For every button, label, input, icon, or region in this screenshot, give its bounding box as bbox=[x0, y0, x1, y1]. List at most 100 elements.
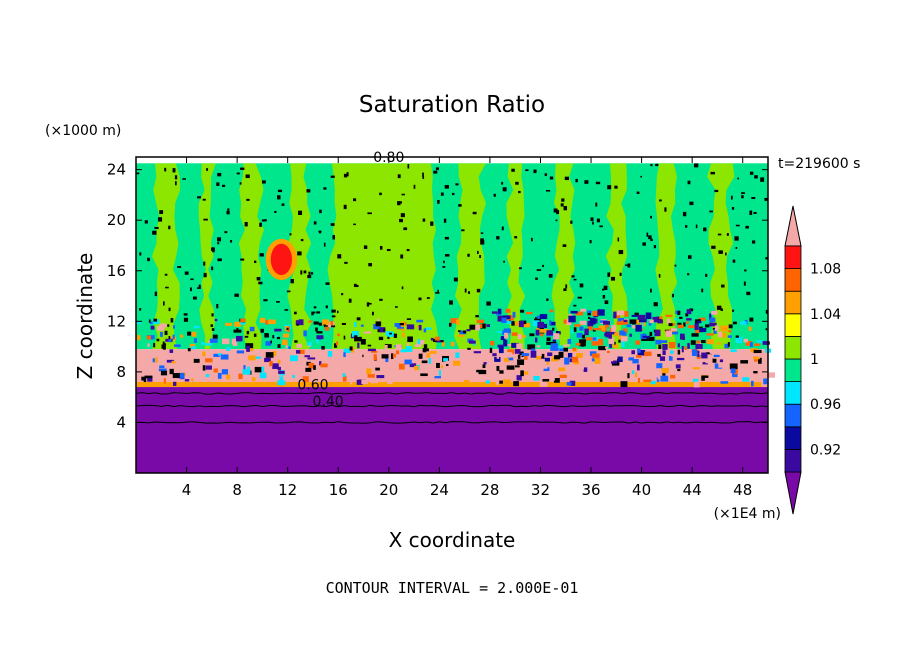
texture-speck bbox=[662, 344, 668, 350]
texture-speck bbox=[535, 317, 539, 320]
texture-speck bbox=[614, 314, 621, 319]
texture-speck bbox=[473, 351, 481, 354]
region-boundary-transition bbox=[136, 381, 768, 388]
texture-speck bbox=[406, 324, 415, 330]
texture-speck bbox=[423, 328, 427, 333]
x-tick-label: 36 bbox=[581, 481, 600, 499]
texture-speck bbox=[395, 350, 400, 355]
texture-speck bbox=[456, 319, 460, 325]
texture-speck bbox=[394, 306, 398, 308]
texture-speck bbox=[537, 321, 545, 329]
texture-speck bbox=[152, 358, 155, 363]
texture-speck bbox=[461, 229, 465, 232]
texture-speck bbox=[375, 321, 382, 327]
texture-speck bbox=[629, 333, 632, 337]
texture-speck bbox=[221, 338, 230, 345]
texture-speck bbox=[753, 349, 762, 354]
texture-speck bbox=[515, 365, 520, 368]
texture-speck bbox=[764, 197, 769, 201]
texture-speck bbox=[469, 340, 476, 344]
texture-speck bbox=[558, 345, 564, 349]
texture-speck bbox=[337, 333, 341, 337]
texture-speck bbox=[616, 310, 625, 316]
texture-speck bbox=[589, 317, 596, 325]
texture-speck bbox=[614, 185, 618, 189]
texture-speck bbox=[677, 343, 680, 348]
texture-speck bbox=[425, 327, 432, 330]
texture-speck bbox=[307, 357, 316, 360]
contour-line bbox=[135, 404, 769, 408]
texture-speck bbox=[450, 318, 458, 324]
texture-speck bbox=[286, 290, 291, 293]
texture-speck bbox=[205, 343, 213, 346]
texture-speck bbox=[688, 255, 692, 259]
texture-speck bbox=[722, 332, 727, 338]
texture-speck bbox=[226, 346, 231, 351]
texture-speck bbox=[184, 271, 189, 275]
texture-speck bbox=[463, 379, 470, 383]
texture-speck bbox=[477, 250, 479, 254]
colorbar: 0.92 0.96 1 1.04 1.08 bbox=[784, 205, 841, 515]
texture-speck bbox=[668, 355, 673, 361]
contour-label: 0.60 bbox=[297, 378, 328, 394]
texture-speck bbox=[319, 209, 322, 214]
texture-speck bbox=[529, 333, 535, 337]
colorbar-bin bbox=[784, 290, 802, 315]
texture-speck bbox=[200, 342, 206, 345]
x-tick-label: 8 bbox=[232, 481, 242, 499]
texture-speck bbox=[467, 253, 470, 257]
texture-speck bbox=[518, 320, 524, 328]
texture-speck bbox=[497, 315, 504, 322]
texture-speck bbox=[735, 337, 743, 344]
supersaturated-band bbox=[707, 163, 735, 350]
texture-speck bbox=[319, 361, 322, 366]
texture-speck bbox=[492, 353, 499, 357]
texture-speck bbox=[602, 295, 606, 299]
texture-speck bbox=[614, 332, 622, 337]
texture-speck bbox=[400, 254, 404, 259]
texture-speck bbox=[378, 336, 384, 341]
texture-speck bbox=[587, 311, 591, 316]
texture-speck bbox=[475, 315, 479, 318]
texture-speck bbox=[641, 337, 649, 341]
texture-speck bbox=[604, 300, 609, 305]
texture-speck bbox=[313, 365, 316, 370]
texture-speck bbox=[316, 335, 324, 340]
texture-speck bbox=[211, 313, 214, 317]
texture-speck bbox=[686, 309, 692, 315]
texture-speck bbox=[749, 210, 753, 216]
texture-speck bbox=[416, 319, 424, 323]
x-axis-ticks: 4 8 12 16 20 24 28 32 36 40 44 48 bbox=[182, 157, 752, 499]
supersaturated-band bbox=[287, 163, 312, 350]
texture-speck bbox=[356, 317, 361, 321]
texture-speck bbox=[517, 334, 522, 340]
texture-speck bbox=[277, 189, 283, 193]
texture-speck bbox=[594, 357, 601, 364]
texture-speck bbox=[590, 217, 594, 222]
texture-speck bbox=[442, 266, 446, 268]
texture-speck bbox=[735, 246, 738, 249]
texture-speck bbox=[264, 357, 271, 363]
texture-speck bbox=[727, 335, 732, 338]
texture-speck bbox=[503, 260, 506, 263]
texture-speck bbox=[743, 281, 746, 286]
texture-speck bbox=[371, 350, 378, 353]
texture-speck bbox=[592, 310, 600, 317]
contour-line bbox=[135, 421, 769, 424]
texture-speck bbox=[687, 273, 690, 276]
texture-speck bbox=[681, 346, 684, 353]
texture-speck bbox=[656, 349, 662, 354]
texture-speck bbox=[608, 337, 615, 344]
texture-speck bbox=[277, 366, 281, 371]
texture-speck bbox=[217, 258, 222, 262]
texture-speck bbox=[730, 368, 736, 374]
texture-speck bbox=[710, 171, 715, 175]
texture-speck bbox=[635, 372, 638, 378]
texture-speck bbox=[206, 168, 209, 171]
texture-speck bbox=[518, 190, 521, 194]
texture-speck bbox=[711, 310, 718, 315]
texture-speck bbox=[294, 340, 298, 343]
texture-speck bbox=[642, 242, 646, 246]
texture-speck bbox=[610, 330, 617, 335]
texture-speck bbox=[169, 349, 174, 353]
